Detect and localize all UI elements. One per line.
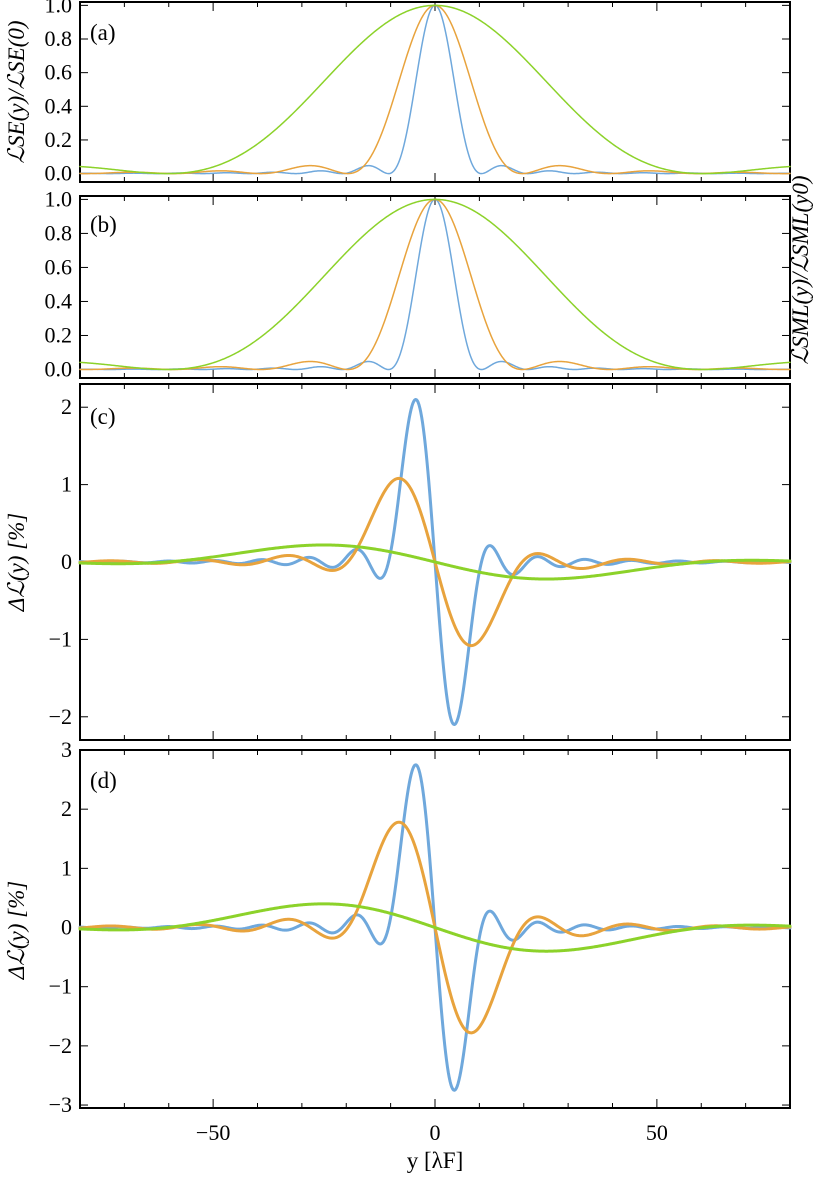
y-tick-label: 0.2 bbox=[45, 127, 73, 152]
panel-d-ticks: −3 −2 −1 0 1 2 3 bbox=[49, 737, 791, 1117]
y-tick-label: 0.0 bbox=[45, 161, 73, 186]
y-tick-label: −2 bbox=[49, 704, 72, 729]
panel-c-label: (c) bbox=[90, 404, 116, 429]
x-tick-label: 0 bbox=[430, 1120, 441, 1145]
panel-c: (c) −2 −1 0 1 2 Δℒ(y) [%] bbox=[4, 383, 792, 741]
x-ticks: −50 0 50 bbox=[196, 1120, 668, 1145]
panel-b: (b) 0.0 0.2 0.4 0.6 0.8 1.0 bbox=[45, 186, 791, 381]
series-blue bbox=[79, 198, 791, 371]
y-tick-label: 1.0 bbox=[45, 0, 73, 17]
y-tick-label: 0.0 bbox=[45, 356, 73, 381]
y-tick-label: 1 bbox=[61, 855, 72, 880]
panel-a-ylabel: ℒSE(y)/ℒSE(0) bbox=[4, 21, 29, 164]
y-tick-label: 0.2 bbox=[45, 322, 73, 347]
y-tick-label: 1.0 bbox=[45, 186, 73, 211]
y-tick-label: 0 bbox=[61, 915, 72, 940]
panel-c-series bbox=[78, 398, 792, 726]
y-tick-label: 0.4 bbox=[45, 288, 73, 313]
series-green bbox=[78, 543, 792, 581]
series-orange bbox=[79, 4, 791, 175]
panel-b-frame bbox=[79, 195, 791, 379]
panel-a-label: (a) bbox=[90, 20, 116, 45]
panel-b-series bbox=[79, 198, 791, 371]
series-orange bbox=[79, 198, 791, 371]
y-tick-label: 3 bbox=[61, 737, 72, 762]
x-tick-label: −50 bbox=[196, 1120, 230, 1145]
panel-d-ylabel: Δℒ(y) [%] bbox=[4, 881, 29, 980]
y-tick-label: −2 bbox=[49, 1033, 72, 1058]
y-tick-label: 0 bbox=[61, 549, 72, 574]
panel-b-label: (b) bbox=[90, 212, 117, 237]
panel-d: (d) −3 −2 −1 0 1 2 3 Δℒ(y) [%] −50 0 50 y [λF] bbox=[4, 737, 792, 1173]
series-green bbox=[79, 4, 791, 175]
y-tick-label: −3 bbox=[49, 1092, 72, 1117]
y-tick-label: 2 bbox=[61, 796, 72, 821]
panel-a-ticks: 0.0 0.2 0.4 0.6 0.8 1.0 bbox=[45, 0, 791, 186]
panel-d-label: (d) bbox=[90, 768, 117, 793]
y-tick-label: 0.6 bbox=[45, 254, 73, 279]
right-axis-label: ℒSML(y)/ℒSML(y0) bbox=[788, 176, 813, 365]
x-tick-label: 50 bbox=[646, 1120, 668, 1145]
y-tick-label: 0.6 bbox=[45, 60, 73, 85]
y-tick-label: 0.8 bbox=[45, 220, 73, 245]
panel-a: (a) 0.0 0.2 0.4 0.6 0.8 1.0 ℒSE(y)/ℒSE(0) bbox=[4, 0, 791, 186]
y-tick-label: 1 bbox=[61, 472, 72, 497]
series-green bbox=[79, 198, 791, 371]
panel-c-ylabel: Δℒ(y) [%] bbox=[4, 513, 29, 612]
y-tick-label: 0.8 bbox=[45, 26, 73, 51]
panel-a-series bbox=[79, 4, 791, 175]
y-tick-label: 2 bbox=[61, 394, 72, 419]
y-tick-label: −1 bbox=[49, 626, 72, 651]
y-tick-label: 0.4 bbox=[45, 93, 73, 118]
series-blue bbox=[79, 4, 791, 175]
panel-a-frame bbox=[79, 1, 791, 183]
x-axis-label: y [λF] bbox=[407, 1148, 464, 1173]
panel-d-series bbox=[78, 763, 792, 1092]
panel-b-ticks: 0.0 0.2 0.4 0.6 0.8 1.0 bbox=[45, 186, 791, 381]
y-tick-label: −1 bbox=[49, 974, 72, 999]
series-green bbox=[78, 902, 792, 953]
